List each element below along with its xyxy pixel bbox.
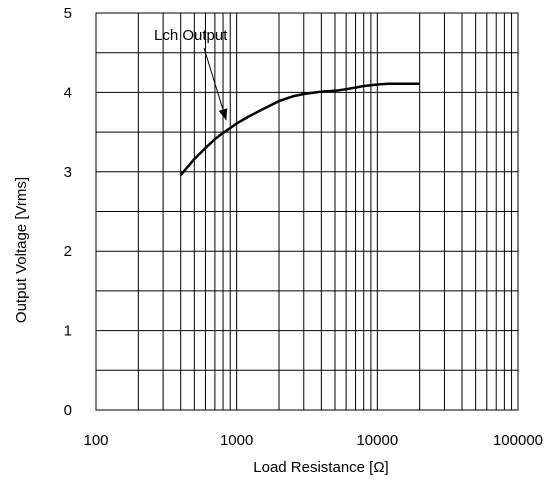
y-tick-labels: 0 1 2 3 4 5 <box>64 5 72 419</box>
x-axis-title: Load Resistance [Ω] <box>253 459 388 476</box>
y-tick-label: 2 <box>64 243 72 260</box>
y-tick-label: 1 <box>64 323 72 340</box>
y-tick-label: 4 <box>64 84 72 101</box>
y-axis-title: Output Voltage [Vrms] <box>13 177 30 323</box>
y-tick-label: 5 <box>64 5 72 22</box>
y-tick-label: 0 <box>64 402 72 419</box>
annotation: Lch Output <box>154 27 228 121</box>
series-line-lch-output <box>179 82 420 176</box>
x-tick-labels: 100 1000 10000 100000 <box>83 432 543 449</box>
annotation-arrow-head <box>218 108 228 121</box>
x-tick-label: 100000 <box>493 432 543 449</box>
x-tick-label: 100 <box>83 432 108 449</box>
y-tick-label: 3 <box>64 164 72 181</box>
grid <box>96 13 518 410</box>
x-tick-label: 10000 <box>356 432 398 449</box>
plot-frame <box>95 12 519 411</box>
annotation-label: Lch Output <box>154 27 228 44</box>
annotation-arrow-line <box>203 47 227 121</box>
x-tick-label: 1000 <box>220 432 253 449</box>
